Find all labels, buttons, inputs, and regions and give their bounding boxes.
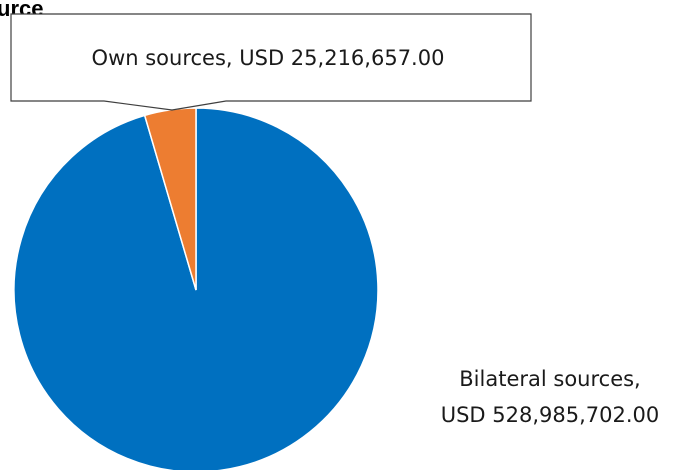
- own-sources-callout-box: [10, 13, 532, 111]
- bilateral-sources-label: Bilateral sources,: [459, 367, 640, 391]
- pie-slice-bilateral-sources: [13, 107, 379, 470]
- bilateral-sources-datalabel: Bilateral sources, USD 528,985,702.00: [441, 367, 660, 427]
- own-sources-label: Own sources, USD 25,216,657.00: [92, 46, 445, 70]
- own-sources-callout: Own sources, USD 25,216,657.00: [10, 13, 532, 111]
- bilateral-sources-value: USD 528,985,702.00: [441, 403, 660, 427]
